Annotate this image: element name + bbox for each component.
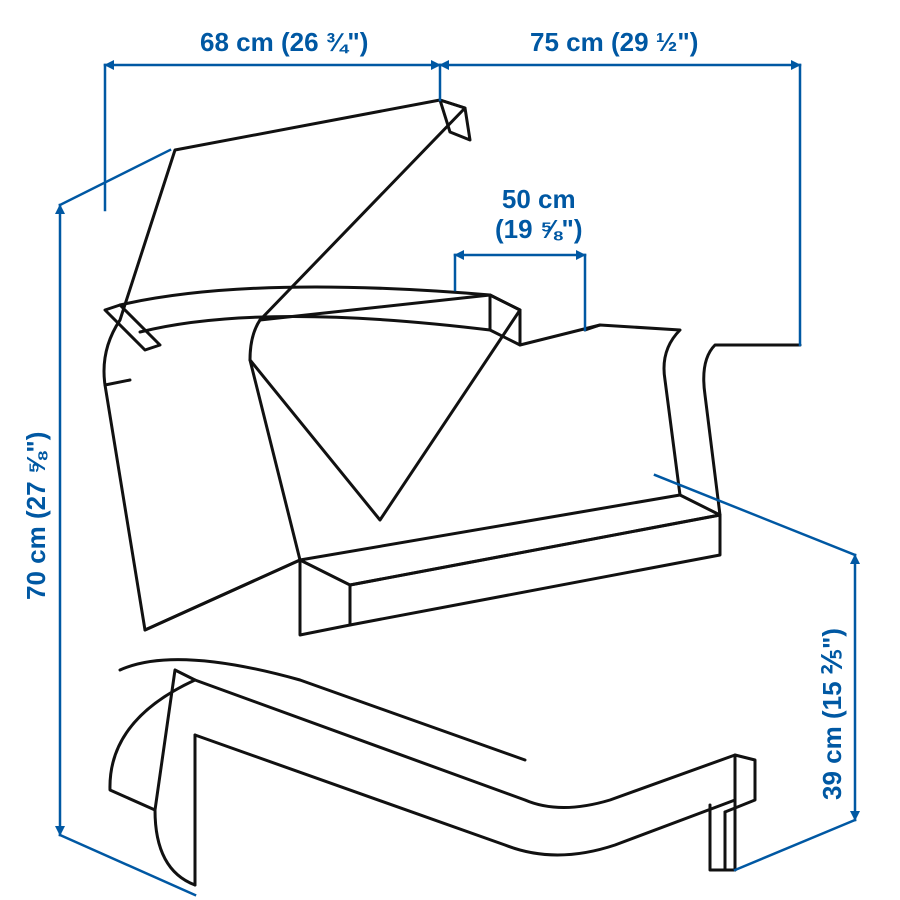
diagram-svg <box>0 0 900 900</box>
dimension-diagram: 68 cm (26 ¾") 75 cm (29 ½") 50 cm(19 ⅝")… <box>0 0 900 900</box>
dim-label-back-height: 70 cm (27 ⅝") <box>22 432 52 600</box>
dim-label-seat-height: 39 cm (15 ⅖") <box>818 628 848 800</box>
dim-label-seat-width: 50 cm(19 ⅝") <box>495 185 582 245</box>
dim-label-depth: 75 cm (29 ½") <box>530 28 698 58</box>
dim-label-width: 68 cm (26 ¾") <box>200 28 368 58</box>
